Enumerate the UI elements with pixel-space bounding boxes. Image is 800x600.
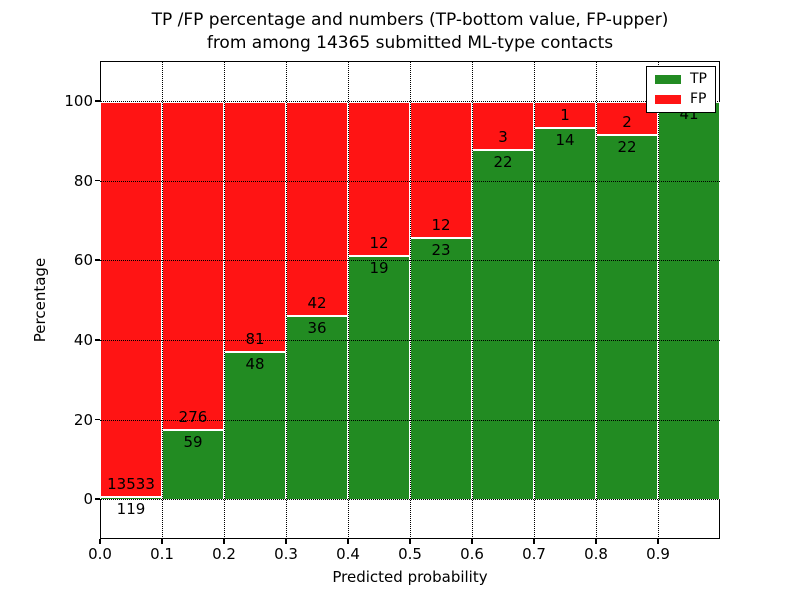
gridline-vertical-0.1 — [162, 61, 163, 539]
bar-label-tp-0.2: 48 — [245, 354, 265, 373]
x-tick-mark-0.5 — [409, 539, 411, 544]
bar-label-tp-0.4: 19 — [369, 259, 389, 278]
chart-title-line1: TP /FP percentage and numbers (TP-bottom… — [151, 10, 669, 30]
bar-label-fp-0.1: 276 — [178, 408, 208, 426]
bar-segment-tp-0.7 — [534, 127, 596, 500]
bar-label-tp-0.1: 59 — [183, 433, 203, 451]
x-tick-mark-0.8 — [595, 539, 597, 544]
legend-entry-fp: FP — [655, 92, 707, 107]
gridline-vertical-0.8 — [596, 61, 597, 539]
bar-label-fp-0.6: 3 — [498, 127, 508, 146]
bar-label-fp-0.7: 1 — [560, 106, 570, 125]
y-tick-mark-0 — [95, 498, 100, 500]
x-tick-label-0.4: 0.4 — [336, 545, 360, 563]
y-tick-label-100: 100 — [64, 91, 93, 110]
bar-label-tp-0.6: 22 — [493, 152, 513, 171]
bar-label-fp-0.0: 13533 — [107, 474, 155, 493]
x-tick-mark-0.4 — [347, 539, 349, 544]
x-tick-label-0.9: 0.9 — [646, 545, 670, 563]
bar-segment-tp-0.0 — [100, 495, 162, 500]
gridline-vertical-0.5 — [410, 61, 411, 539]
bar-segment-tp-0.9 — [658, 100, 720, 500]
bar-segment-fp-0.2 — [224, 100, 286, 351]
y-tick-label-0: 0 — [83, 490, 93, 509]
x-axis-label: Predicted probability — [332, 568, 488, 586]
bar-label-fp-0.4: 12 — [369, 234, 389, 253]
bar-label-tp-0.0: 119 — [116, 499, 146, 518]
chart-title-line2: from among 14365 submitted ML-type conta… — [206, 33, 614, 53]
x-tick-mark-0.2 — [223, 539, 225, 544]
x-tick-label-0.5: 0.5 — [398, 545, 422, 563]
plot-area: TP FP 119 13533 59 276 48 81 36 42 19 12 23 12 22 3 14… — [100, 61, 720, 539]
gridline-vertical-0.4 — [348, 61, 349, 539]
x-tick-mark-0.1 — [161, 539, 163, 544]
bar-label-tp-0.3: 36 — [307, 319, 327, 338]
bar-label-fp-0.3: 42 — [307, 294, 327, 313]
bar-segment-tp-0.2 — [224, 350, 286, 500]
legend-entry-tp: TP — [655, 72, 707, 87]
bar-segment-tp-0.3 — [286, 315, 348, 500]
bar-label-tp-0.8: 22 — [617, 138, 637, 157]
gridline-vertical-0.9 — [658, 61, 659, 539]
gridline-vertical-0.2 — [224, 61, 225, 539]
legend: TP FP — [646, 66, 716, 113]
x-tick-mark-0.6 — [471, 539, 473, 544]
y-tick-mark-60 — [95, 259, 100, 261]
tp-legend-swatch-icon — [655, 75, 681, 84]
gridline-vertical-0.7 — [534, 61, 535, 539]
bar-label-tp-0.5: 23 — [431, 241, 451, 260]
x-tick-label-0.2: 0.2 — [212, 545, 236, 563]
x-tick-label-0.6: 0.6 — [460, 545, 484, 563]
y-tick-mark-100 — [95, 100, 100, 102]
bar-segment-tp-0.5 — [410, 237, 472, 500]
x-tick-label-0.3: 0.3 — [274, 545, 298, 563]
gridline-vertical-0.3 — [286, 61, 287, 539]
bar-segment-tp-0.4 — [348, 255, 410, 500]
x-tick-label-0.1: 0.1 — [150, 545, 174, 563]
y-tick-mark-40 — [95, 339, 100, 341]
x-tick-label-0.0: 0.0 — [88, 545, 112, 563]
y-tick-label-20: 20 — [73, 410, 93, 429]
x-tick-mark-0.3 — [285, 539, 287, 544]
gridline-vertical-0.6 — [472, 61, 473, 539]
y-tick-label-40: 40 — [73, 330, 93, 349]
bar-label-fp-0.8: 2 — [622, 113, 632, 132]
x-tick-label-0.7: 0.7 — [522, 545, 546, 563]
bar-segment-fp-0.0 — [100, 100, 162, 496]
bar-segment-fp-0.3 — [286, 100, 348, 316]
bar-label-fp-0.2: 81 — [245, 329, 265, 348]
bar-segment-fp-0.1 — [162, 100, 224, 429]
tp-legend-label: TP — [690, 71, 707, 87]
bar-label-tp-0.7: 14 — [555, 131, 575, 150]
x-tick-mark-0.9 — [657, 539, 659, 544]
fp-legend-swatch-icon — [655, 95, 681, 104]
bar-segment-fp-0.4 — [348, 100, 410, 256]
bar-label-fp-0.5: 12 — [431, 216, 451, 235]
fp-legend-label: FP — [690, 91, 707, 107]
y-tick-mark-80 — [95, 179, 100, 182]
bar-segment-tp-0.6 — [472, 148, 534, 500]
bar-segment-tp-0.8 — [596, 134, 658, 500]
y-tick-mark-20 — [95, 418, 100, 421]
y-tick-label-60: 60 — [73, 251, 93, 270]
x-tick-mark-0.7 — [533, 539, 535, 544]
x-tick-label-0.8: 0.8 — [584, 545, 608, 563]
y-tick-label-80: 80 — [73, 171, 93, 190]
chart-title: TP /FP percentage and numbers (TP-bottom… — [100, 9, 720, 55]
x-tick-mark-0.0 — [99, 539, 101, 544]
